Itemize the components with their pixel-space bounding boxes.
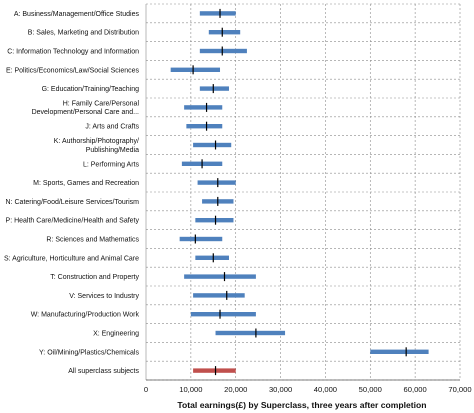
bars-layer: [170, 8, 429, 376]
range-bar: [208, 30, 241, 35]
range-bar: [184, 274, 256, 279]
range-bar: [199, 48, 247, 54]
x-tick-label: 30,000: [269, 385, 292, 394]
range-bar: [186, 124, 223, 129]
x-axis-ticks: 0 10,000 20,000 30,000 40,000 50,000 60,000 70,…: [144, 385, 472, 394]
category-label: M: Sports, Games and Recreation: [33, 180, 139, 187]
range-bar: [179, 236, 223, 242]
range-bar: [193, 368, 236, 373]
range-bar: [195, 218, 234, 223]
category-label: E: Politics/Economics/Law/Social Science…: [6, 67, 140, 74]
range-bar: [193, 293, 245, 298]
range-bar: [195, 255, 229, 260]
x-tick-label: 50,000: [359, 385, 382, 394]
category-label: L: Performing Arts: [83, 161, 140, 168]
category-label: C: Information Technology and Informatio…: [7, 49, 139, 56]
range-bar: [170, 67, 221, 72]
category-label: P: Health Care/Medicine/Health and Safet…: [6, 218, 140, 225]
category-label: K: Authorship/Photography/Publishing/Med…: [54, 138, 139, 154]
range-bar: [190, 312, 256, 317]
category-label: A: Business/Management/Office Studies: [14, 11, 140, 18]
category-label: W: Manufacturing/Production Work: [31, 312, 140, 319]
x-tick-label: 10,000: [179, 385, 202, 394]
grid-layer: [145, 3, 461, 381]
range-bar: [199, 86, 229, 91]
x-tick-label: 60,000: [404, 385, 427, 394]
x-tick-label: 20,000: [224, 385, 247, 394]
category-label: Y: Oil/Mining/Plastics/Chemicals: [39, 349, 139, 356]
category-label: J: Arts and Crafts: [85, 124, 139, 131]
category-label: T: Construction and Property: [50, 274, 139, 281]
x-tick-label: 40,000: [314, 385, 337, 394]
category-label: S: Agriculture, Horticulture and Animal …: [4, 255, 139, 262]
category-label: X: Engineering: [93, 331, 139, 338]
x-tick-label: 0: [144, 385, 148, 394]
x-tick-label: 70,000: [448, 385, 471, 394]
range-bar: [184, 105, 223, 110]
category-labels: A: Business/Management/Office Studies B: …: [4, 11, 140, 375]
category-label: N: Catering/Food/Leisure Services/Touris…: [6, 199, 140, 206]
range-bar: [199, 11, 236, 16]
category-label: G: Education/Training/Teaching: [42, 86, 140, 93]
range-bar: [193, 142, 232, 148]
category-label: R: Sciences and Mathematics: [46, 237, 139, 244]
category-label: H: Family Care/Personal Development/Perso…: [32, 101, 140, 117]
category-label: B: Sales, Marketing and Distribution: [28, 30, 139, 37]
x-axis-title: Total earnings(£) by Superclass, three y…: [177, 400, 426, 410]
range-bar: [197, 180, 236, 185]
range-bar: [370, 349, 429, 354]
category-label: V: Services to Industry: [69, 293, 139, 300]
range-bar: [215, 330, 286, 336]
category-label: All superclass subjects: [68, 368, 139, 375]
